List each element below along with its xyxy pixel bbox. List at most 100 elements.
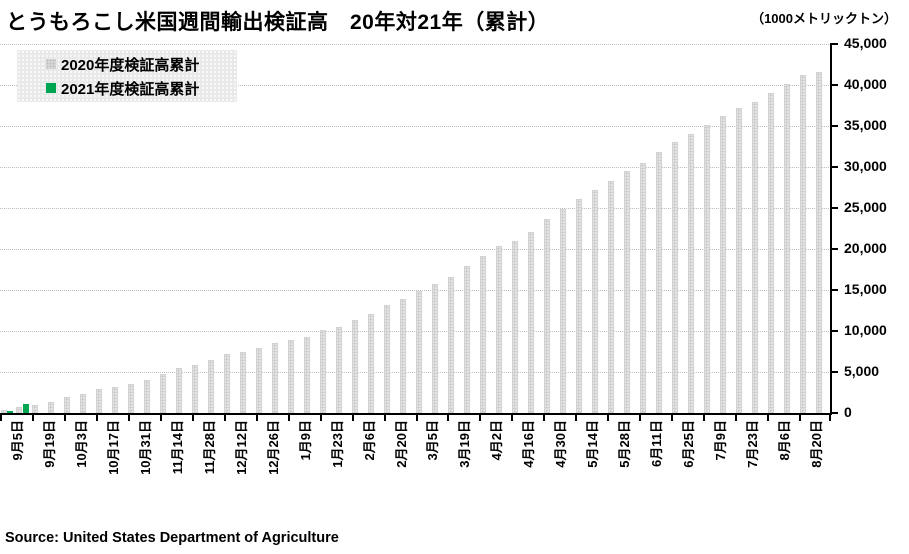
- y-axis-line: [830, 43, 832, 415]
- x-axis-tick: [607, 415, 610, 421]
- chart-title: とうもろこし米国週間輸出検証高 20年対21年（累計）: [6, 11, 550, 34]
- bar-2020-week-20: [304, 336, 311, 413]
- bar-2020-week-5: [64, 397, 71, 413]
- bar-2020-week-48: [751, 101, 758, 413]
- x-axis-tick: [479, 415, 482, 421]
- bar-2020-week-46: [719, 116, 726, 413]
- bar-2020-week-38: [591, 189, 598, 413]
- bar-2020-week-35: [543, 219, 550, 413]
- bar-2020-week-47: [735, 108, 742, 413]
- x-axis-label: 1月9日: [297, 420, 313, 461]
- bar-2020-week-23: [352, 319, 359, 413]
- gridline: [0, 249, 831, 250]
- x-axis-label: 3月19日: [457, 420, 473, 468]
- x-axis-label: 1月23日: [329, 420, 345, 468]
- bar-2020-week-3: [32, 405, 39, 413]
- bar-2020-week-4: [48, 401, 55, 413]
- bar-2020-week-28: [431, 283, 438, 413]
- bar-2020-week-50: [783, 84, 790, 413]
- bar-2020-week-22: [336, 326, 343, 413]
- x-axis-line: [0, 413, 832, 415]
- bar-2020-week-6: [80, 394, 87, 413]
- y-axis-tick: [832, 412, 838, 414]
- x-axis-label: 10月3日: [73, 420, 89, 468]
- gridline: [0, 85, 831, 86]
- x-axis-tick: [447, 415, 450, 421]
- x-axis-label: 6月11日: [649, 420, 665, 467]
- legend-swatch-2021: [46, 83, 56, 93]
- gridline: [0, 126, 831, 127]
- bar-2021-week-1: [7, 410, 13, 413]
- chart-legend: 2020年度検証高累計 2021年度検証高累計: [17, 50, 237, 102]
- bar-2020-week-19: [288, 340, 295, 413]
- bar-2020-week-11: [160, 374, 167, 413]
- y-axis-label: 10,000: [844, 322, 887, 338]
- x-axis-label: 5月28日: [617, 420, 633, 468]
- x-axis-label: 4月30日: [553, 420, 569, 468]
- legend-label-2021: 2021年度検証高累計: [61, 80, 200, 98]
- legend-item-2021: 2021年度検証高累計: [46, 78, 237, 99]
- x-axis-label: 10月17日: [105, 420, 121, 475]
- bar-2020-week-42: [655, 151, 662, 413]
- x-axis-tick: [0, 415, 2, 421]
- bar-2020-week-8: [112, 386, 119, 413]
- x-axis-tick: [63, 415, 66, 421]
- bar-2021-week-2: [22, 403, 29, 413]
- y-axis-tick: [832, 207, 838, 209]
- bar-2020-week-29: [447, 276, 454, 413]
- x-axis-tick: [127, 415, 130, 421]
- bar-2020-week-7: [96, 389, 103, 413]
- bar-2020-week-12: [176, 368, 183, 413]
- y-axis-label: 5,000: [844, 363, 880, 379]
- bar-2020-week-15: [224, 354, 231, 413]
- x-axis-label: 4月16日: [521, 420, 537, 468]
- x-axis-label: 2月6日: [361, 420, 377, 461]
- y-axis-unit-label: （1000メトリックトン）: [751, 11, 897, 26]
- bar-2020-week-30: [463, 265, 470, 413]
- gridline: [0, 208, 831, 209]
- y-axis-tick: [832, 43, 838, 45]
- x-axis-tick: [575, 415, 578, 421]
- y-axis-label: 0: [844, 404, 852, 420]
- bar-2020-week-2: [16, 407, 23, 413]
- x-axis-tick: [351, 415, 354, 421]
- x-axis-tick: [639, 415, 642, 421]
- x-axis-tick: [511, 415, 514, 421]
- bar-2020-week-13: [192, 365, 199, 413]
- bar-2020-week-24: [368, 313, 375, 413]
- y-axis-label: 45,000: [844, 35, 887, 51]
- x-axis-tick: [287, 415, 290, 421]
- bar-2020-week-1: [0, 409, 7, 413]
- bar-2020-week-26: [400, 298, 407, 413]
- bar-2020-week-27: [416, 290, 422, 413]
- bar-2020-week-33: [511, 240, 518, 413]
- x-axis-label: 8月6日: [777, 420, 793, 461]
- x-axis-tick: [767, 415, 770, 421]
- x-axis-tick: [191, 415, 194, 421]
- gridline: [0, 331, 831, 332]
- bar-2020-week-9: [128, 384, 135, 413]
- bar-2020-week-44: [687, 134, 694, 413]
- x-axis-label: 11月14日: [169, 420, 185, 475]
- y-axis-label: 40,000: [844, 76, 887, 92]
- y-axis-tick: [832, 125, 838, 127]
- x-axis-tick: [159, 415, 162, 421]
- x-axis-tick: [799, 415, 802, 421]
- bar-2020-week-36: [559, 209, 566, 413]
- bar-2020-week-37: [575, 199, 582, 413]
- source-note: Source: United States Department of Agri…: [5, 530, 339, 546]
- x-axis-label: 10月31日: [137, 420, 153, 475]
- y-axis-tick: [832, 248, 838, 250]
- bar-2020-week-21: [320, 330, 327, 413]
- x-axis-tick: [223, 415, 226, 421]
- bar-2020-week-31: [479, 255, 486, 413]
- x-axis-tick: [735, 415, 738, 421]
- x-axis-label: 5月14日: [585, 420, 601, 468]
- x-axis-label: 3月5日: [425, 420, 441, 461]
- x-axis-label: 11月28日: [201, 420, 217, 475]
- x-axis-label: 6月25日: [681, 420, 697, 468]
- x-axis-tick: [829, 415, 831, 421]
- y-axis-tick: [832, 166, 838, 168]
- y-axis-label: 15,000: [844, 281, 887, 297]
- x-axis-label: 12月26日: [265, 420, 281, 475]
